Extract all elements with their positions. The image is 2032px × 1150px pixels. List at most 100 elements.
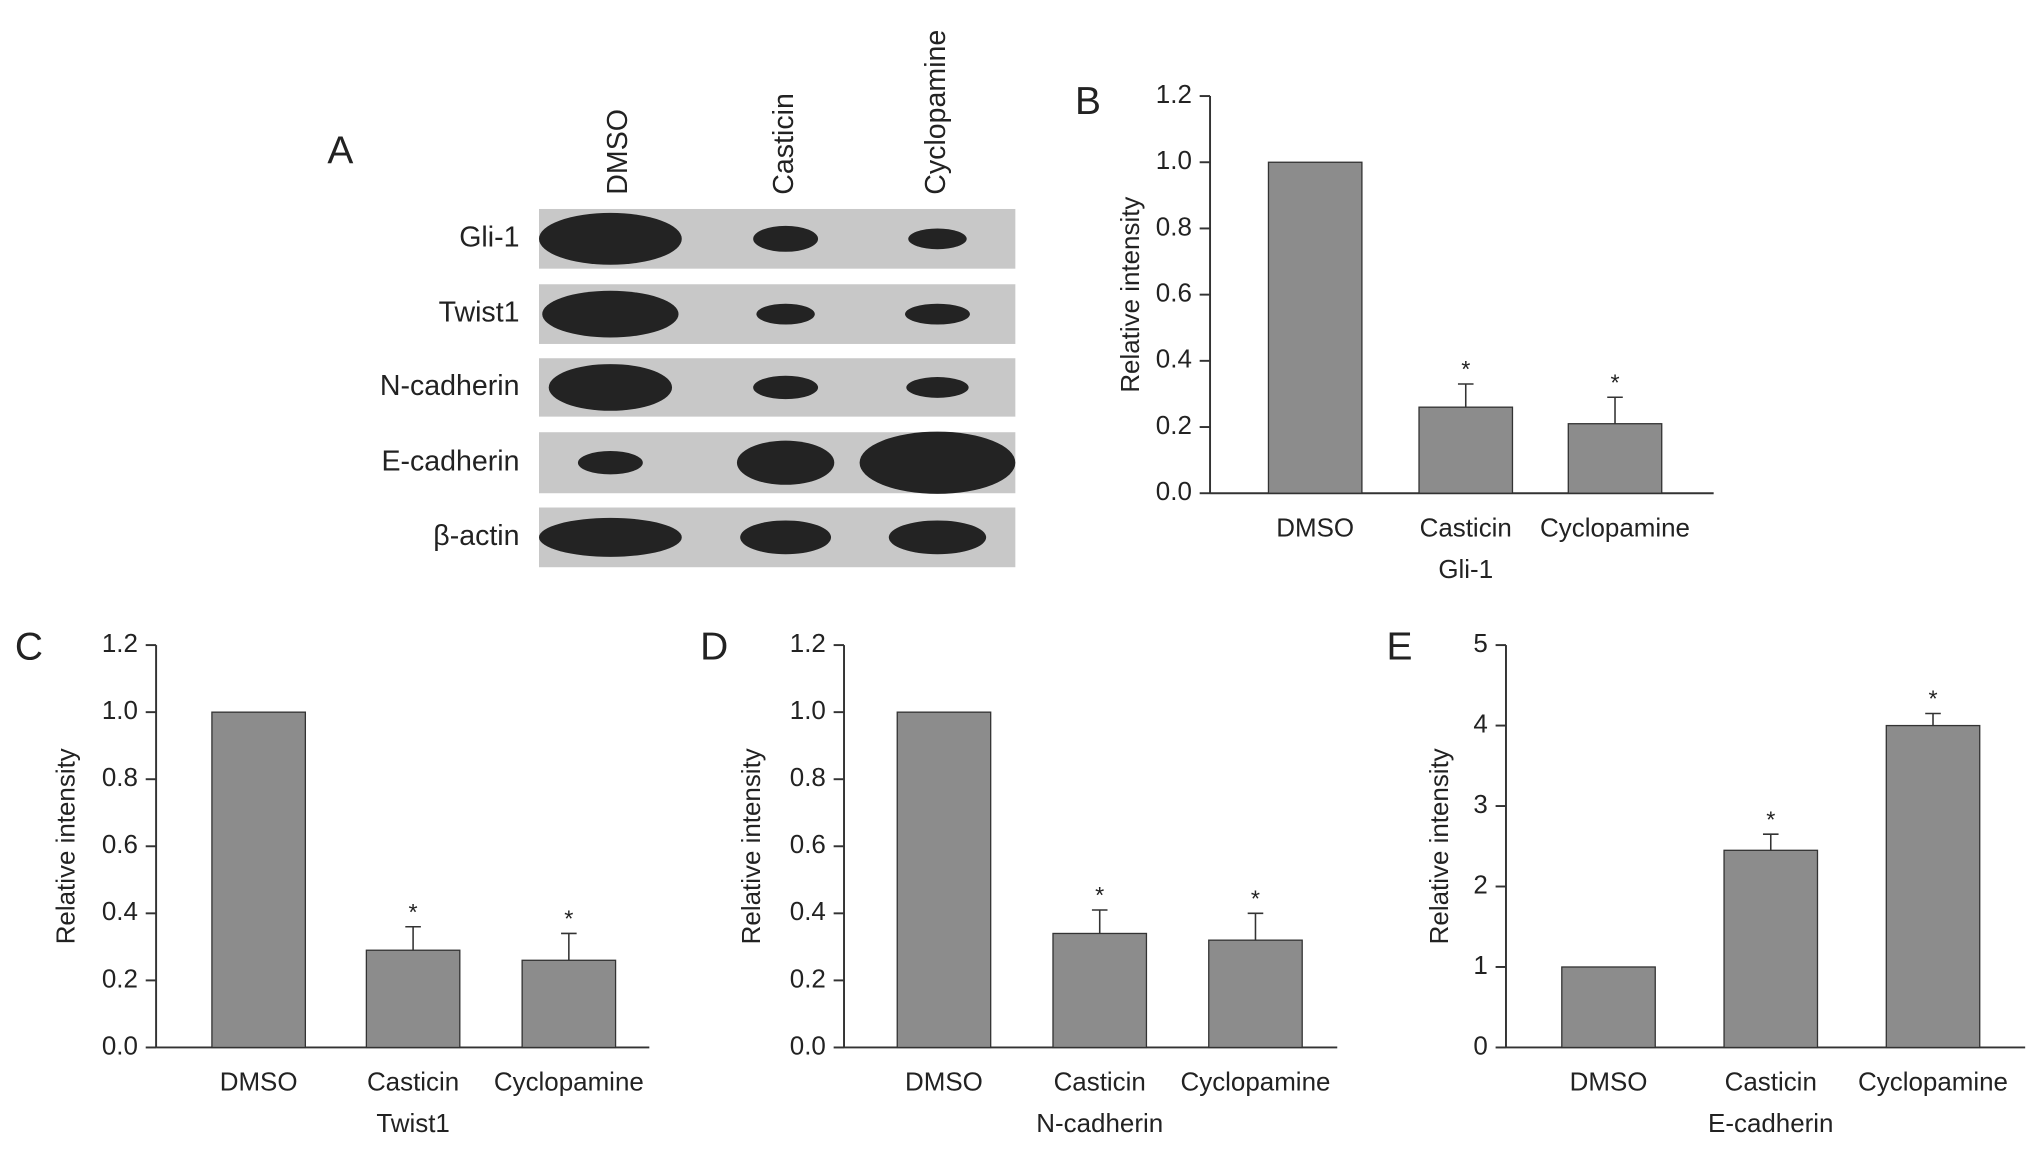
y-tick-label: 1.2 [102, 630, 138, 658]
x-axis-label: Twist1 [376, 1110, 450, 1138]
y-tick-label: 0.0 [102, 1032, 138, 1060]
panel-label: C [15, 625, 43, 668]
y-tick-label: 3 [1473, 791, 1487, 819]
band [908, 228, 967, 250]
panel-label: D [700, 625, 728, 668]
y-tick-label: 0.6 [102, 831, 138, 859]
significance-marker: * [1610, 369, 1619, 395]
x-axis-label: Gli-1 [1438, 556, 1493, 584]
y-tick-label: 0.4 [102, 898, 138, 926]
row-label: N-cadherin [380, 370, 520, 402]
y-tick-label: 0.8 [790, 764, 826, 792]
x-tick-label: Cyclopamine [1858, 1069, 2008, 1097]
bar [1561, 966, 1656, 1049]
row-label: Gli-1 [459, 221, 519, 253]
panel-label: B [1075, 80, 1101, 123]
x-axis-label: N-cadherin [1036, 1110, 1163, 1138]
y-tick-label: 0.0 [1156, 478, 1192, 506]
band [542, 290, 679, 338]
band [548, 364, 673, 411]
y-tick-label: 0.2 [790, 965, 826, 993]
significance-marker: * [1928, 686, 1937, 712]
error-bar [1457, 383, 1474, 408]
row-label: Twist1 [439, 297, 520, 329]
bar [1567, 423, 1663, 494]
x-tick-label: Casticin [1054, 1069, 1146, 1097]
band [538, 517, 682, 557]
error-bar [561, 932, 577, 961]
x-tick-label: Casticin [1725, 1069, 1817, 1097]
x-tick-label: Cyclopamine [1540, 514, 1690, 542]
x-tick-label: Casticin [367, 1069, 459, 1097]
error-bar [1925, 712, 1941, 726]
row-label: β-actin [433, 520, 519, 552]
x-tick-label: DMSO [220, 1069, 298, 1097]
x-tick-label: DMSO [1570, 1069, 1648, 1097]
lane-label: Cyclopamine [920, 30, 952, 195]
band [753, 225, 819, 252]
y-tick-label: 0.6 [790, 831, 826, 859]
error-bar [1607, 396, 1623, 424]
y-tick-label: 0.0 [790, 1032, 826, 1060]
bar [1885, 724, 1981, 1049]
y-tick-label: 0.2 [1156, 412, 1192, 440]
bar [365, 949, 461, 1049]
band [859, 431, 1016, 494]
y-tick-label: 0.2 [102, 965, 138, 993]
bar [211, 711, 307, 1049]
bar [1418, 406, 1514, 494]
band [753, 375, 819, 400]
band [756, 303, 815, 325]
bar [1052, 932, 1148, 1049]
panel-label: E [1387, 625, 1413, 668]
bar [1723, 849, 1819, 1049]
y-tick-label: 1.0 [1156, 147, 1192, 175]
error-bar [405, 925, 421, 951]
x-tick-label: DMSO [1276, 514, 1354, 542]
band [736, 440, 835, 485]
y-tick-label: 0.8 [1156, 213, 1192, 241]
x-tick-label: Casticin [1420, 514, 1512, 542]
y-tick-label: 5 [1473, 630, 1487, 658]
y-tick-label: 1.0 [102, 697, 138, 725]
x-axis-label: E-cadherin [1708, 1110, 1833, 1138]
panel-label: A [327, 129, 353, 172]
band [906, 377, 969, 398]
significance-marker: * [1766, 806, 1775, 832]
y-tick-label: 1.2 [1156, 81, 1192, 109]
y-axis-label: Relative intensity [1426, 748, 1454, 944]
x-tick-label: Cyclopamine [1181, 1069, 1331, 1097]
significance-marker: * [1095, 882, 1104, 908]
y-tick-label: 4 [1473, 710, 1487, 738]
band [538, 212, 682, 265]
x-tick-label: DMSO [905, 1069, 983, 1097]
y-tick-label: 0 [1473, 1032, 1487, 1060]
band [577, 451, 643, 475]
x-tick-label: Cyclopamine [494, 1069, 644, 1097]
bar [1208, 939, 1303, 1049]
bar [1267, 161, 1363, 494]
error-bar [1762, 833, 1779, 851]
significance-marker: * [1251, 886, 1260, 912]
band [888, 520, 987, 555]
y-tick-label: 0.8 [102, 764, 138, 792]
y-axis-label: Relative intensity [1117, 197, 1145, 393]
y-tick-label: 0.4 [1156, 346, 1192, 374]
lane-label: Casticin [768, 93, 800, 195]
significance-marker: * [564, 906, 573, 932]
error-bar [1091, 909, 1108, 934]
y-tick-label: 1 [1473, 952, 1487, 980]
error-bar [1247, 912, 1264, 941]
bar [896, 711, 992, 1049]
y-tick-label: 1.0 [790, 697, 826, 725]
y-tick-label: 0.6 [1156, 279, 1192, 307]
band [740, 520, 832, 555]
bar [521, 959, 617, 1049]
row-label: E-cadherin [381, 445, 519, 477]
significance-marker: * [1461, 356, 1470, 382]
y-axis-label: Relative intensity [53, 748, 81, 944]
y-tick-label: 0.4 [790, 898, 826, 926]
